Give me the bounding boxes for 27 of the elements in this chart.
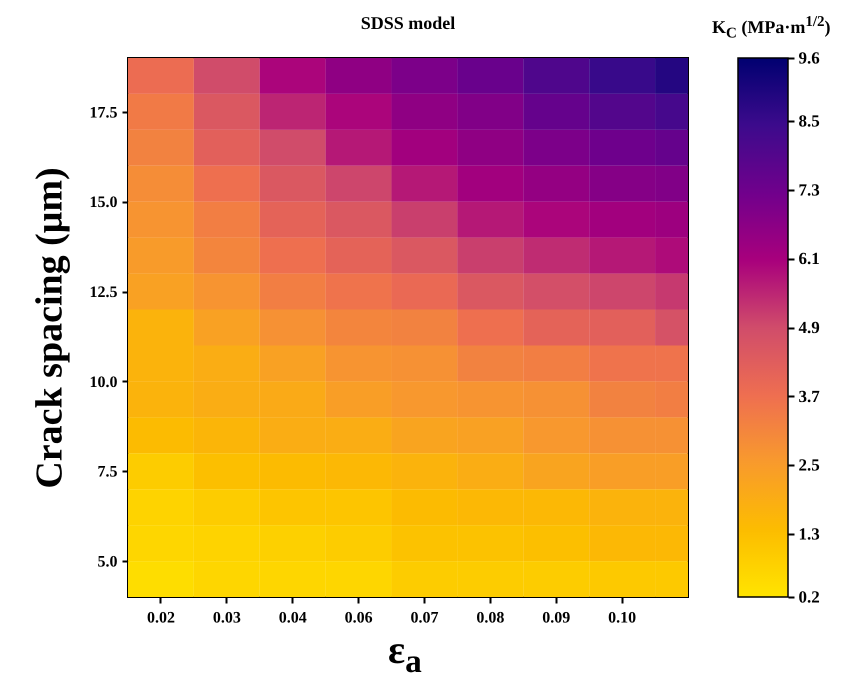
y-tick-label: 12.5 [90,284,118,302]
x-tick-label: 0.07 [410,610,438,626]
color-bar-label: 7.3 [798,180,820,200]
x-tick-label: 0.10 [608,610,636,626]
x-axis-title: ε$_{a}$ [388,627,422,680]
color-bar-label: 1.3 [798,524,820,544]
x-tick-label: 0.02 [146,610,175,626]
x-tick-label: 0.09 [542,610,570,626]
color-bar-label: 8.5 [798,112,820,131]
x-tick-label: 0.08 [476,610,504,626]
y-tick-label: 15.0 [90,194,118,212]
color-bar-label: 4.9 [798,318,820,337]
color-bar-label: 9.6 [798,48,820,68]
color-bar-label: 0.2 [798,588,820,606]
x-tick-label: 0.06 [344,610,373,626]
color-bar-label: 6.1 [798,249,820,268]
color-bar-label: 3.7 [798,386,820,406]
y-tick-label: 17.5 [90,104,118,122]
chart-title: SDSS model [360,13,456,33]
y-axis-title: Crack spacing (μm) [28,167,70,489]
y-tick-label: 10.0 [90,374,118,391]
y-tick-label: 5.0 [98,554,118,571]
color-bar-label: 2.5 [798,456,820,475]
x-tick-label: 0.04 [278,610,307,626]
y-tick-label: 7.5 [98,464,118,481]
color-bar-title: K$_{C}$ (MPa·m$^{1/2}$) [712,14,831,43]
x-tick-label: 0.03 [212,610,241,626]
